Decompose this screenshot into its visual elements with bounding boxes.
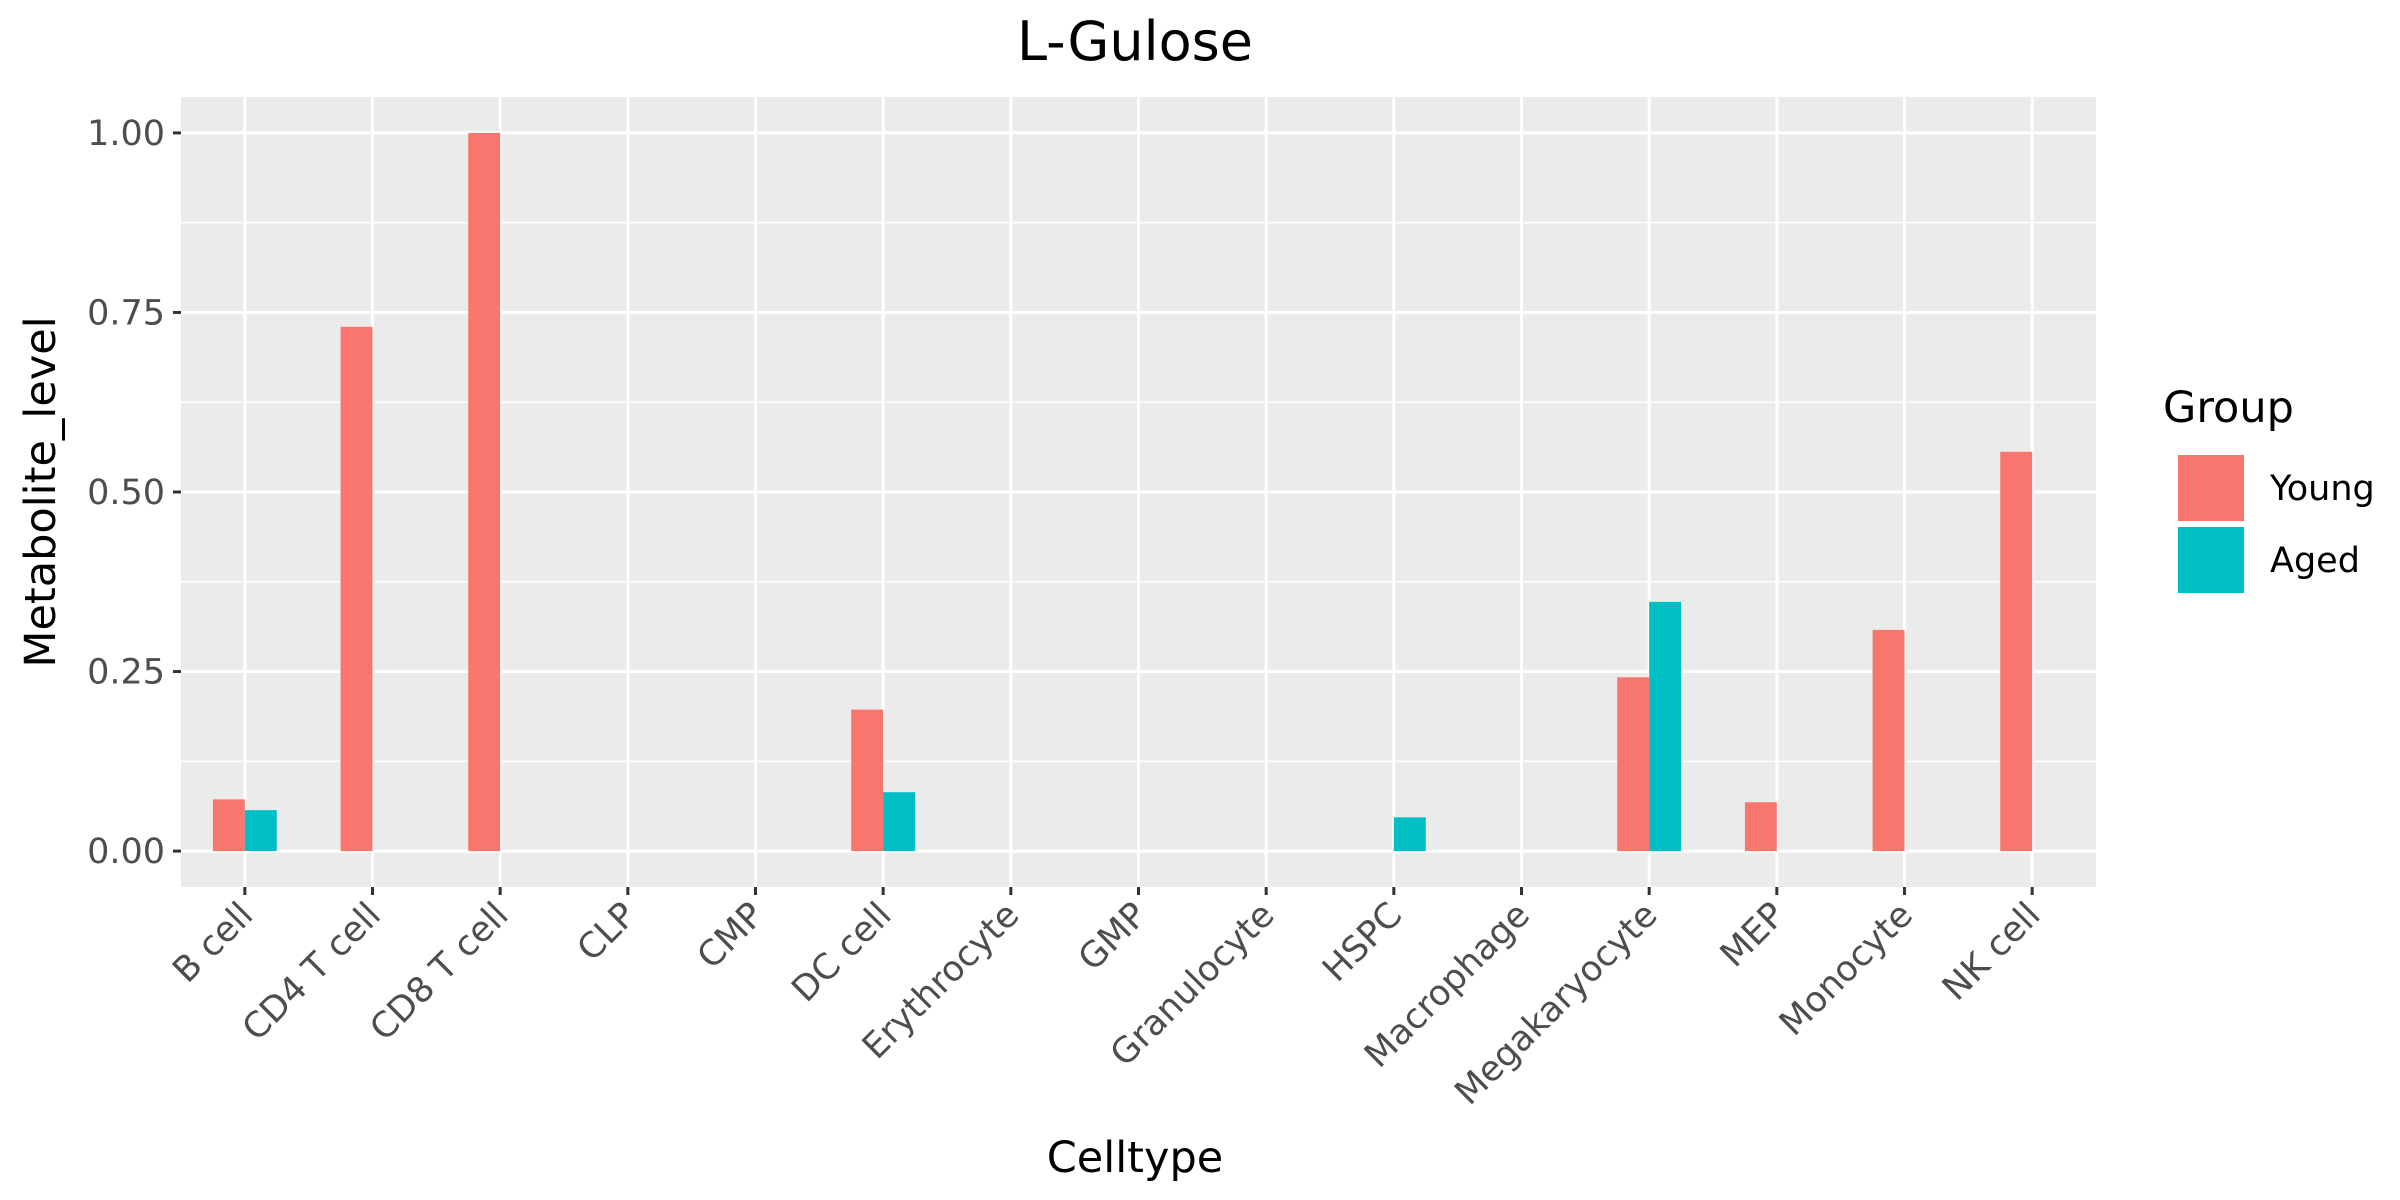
y-axis: 0.00 0.25 0.50 0.75 1.00 <box>87 114 181 872</box>
y-tick-label: 1.00 <box>87 114 165 154</box>
x-tick-label: DC cell <box>784 895 899 1010</box>
bar-aged <box>883 792 916 852</box>
x-tick-label: MEP <box>1713 895 1793 975</box>
x-axis-title: Celltype <box>1047 1133 1223 1183</box>
bar-aged <box>1649 601 1682 852</box>
y-tick-label: 0.75 <box>87 293 165 333</box>
x-tick-label: HSPC <box>1315 895 1410 990</box>
x-tick-label: CD4 T cell <box>235 895 389 1049</box>
bar-young <box>1744 802 1777 852</box>
x-tick-label: GMP <box>1071 895 1155 979</box>
chart-title: L-Gulose <box>1017 10 1253 73</box>
x-tick-label: Monocyte <box>1772 895 1921 1044</box>
legend-label-young: Young <box>2269 469 2375 509</box>
legend-label-aged: Aged <box>2270 541 2360 581</box>
bar-young <box>1617 677 1650 852</box>
bar-young <box>1872 629 1905 852</box>
bar-young <box>212 799 245 852</box>
bars <box>212 132 2033 852</box>
legend-key-aged <box>2178 527 2244 593</box>
y-tick-label: 0.50 <box>87 473 165 513</box>
legend: Group Young Aged <box>2163 383 2375 593</box>
x-tick-label: NK cell <box>1935 895 2048 1008</box>
bar-aged <box>1393 817 1426 852</box>
bar-young <box>340 326 373 852</box>
y-tick-label: 0.00 <box>87 832 165 872</box>
y-axis-title: Metabolite_level <box>16 316 66 667</box>
bar-aged <box>244 810 277 852</box>
legend-title: Group <box>2163 383 2294 433</box>
x-tick-label: CLP <box>570 895 644 969</box>
bar-young <box>2000 451 2033 852</box>
legend-key-young <box>2178 455 2244 521</box>
x-tick-label: CMP <box>690 895 772 977</box>
y-tick-label: 0.25 <box>87 653 165 693</box>
bar-young <box>468 132 501 852</box>
x-tick-label: CD8 T cell <box>363 895 517 1049</box>
x-tick-label: B cell <box>165 895 261 991</box>
bar-young <box>851 709 884 852</box>
